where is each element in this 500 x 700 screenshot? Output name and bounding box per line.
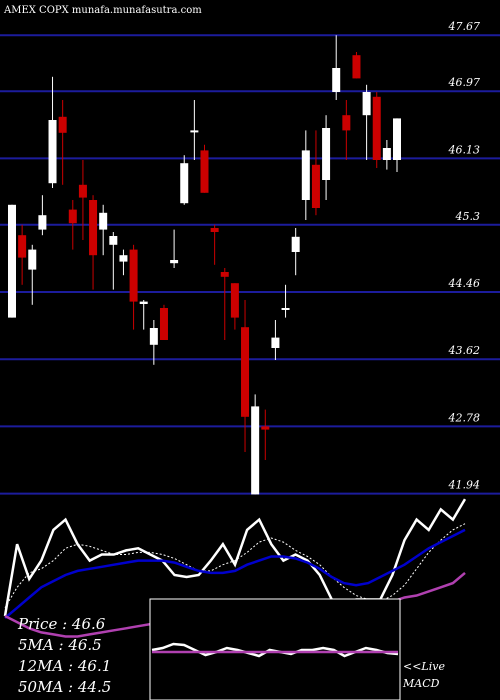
indicator-line (4, 523, 466, 609)
candle-body (149, 328, 158, 345)
candle-body (271, 337, 280, 348)
candle-body (170, 260, 179, 264)
candle-body (210, 228, 219, 232)
candle-body (301, 150, 310, 200)
candle-body (18, 235, 27, 258)
candle-body (99, 212, 108, 230)
candle-body (311, 164, 320, 208)
indicator-line (4, 528, 466, 619)
candle-body (332, 68, 341, 92)
candle-body (129, 249, 138, 302)
candle-body (8, 204, 16, 318)
candle-body (89, 200, 98, 256)
candle-body (251, 406, 260, 495)
candle-body (352, 55, 361, 79)
candle-body (230, 283, 239, 318)
y-tick-label: 41.94 (448, 479, 481, 492)
candle-body (78, 184, 87, 198)
indicator-label: 50MA : 44.5 (18, 678, 111, 696)
y-tick-label: 44.46 (448, 277, 481, 290)
candle-body (261, 426, 270, 430)
candle-body (200, 150, 209, 193)
candle-body (393, 118, 401, 160)
macd-label: MACD (402, 677, 440, 690)
chart-title: AMEX COPX munafa.munafasutra.com (3, 5, 202, 16)
indicator-label: Price : 46.6 (17, 615, 106, 633)
candle-body (281, 308, 290, 310)
y-tick-label: 46.97 (448, 76, 481, 89)
y-tick-label: 42.78 (448, 411, 481, 424)
candle-body (382, 148, 391, 160)
indicator-label: 12MA : 46.1 (18, 657, 111, 675)
candle-body (190, 130, 199, 133)
candle-body (322, 128, 331, 180)
y-tick-label: 46.13 (448, 143, 481, 156)
candle-body (38, 215, 47, 230)
candle-body (362, 92, 371, 116)
candle-body (372, 96, 381, 160)
y-tick-label: 45.3 (455, 210, 481, 223)
candle-body (139, 301, 148, 304)
candle-body (119, 255, 128, 262)
candle-body (159, 308, 168, 340)
candle-body (241, 327, 250, 417)
candle-body (68, 209, 77, 224)
y-tick-label: 47.67 (448, 20, 481, 33)
candle-body (291, 236, 300, 252)
candle-body (180, 163, 189, 204)
candle-body (48, 120, 57, 184)
y-tick-label: 43.62 (448, 344, 481, 357)
candle-body (58, 116, 67, 133)
candle-body (28, 249, 37, 270)
indicator-label: 5MA : 46.5 (18, 636, 102, 654)
candle-body (220, 272, 229, 277)
indicator-line (3, 498, 467, 617)
candle-body (342, 115, 351, 131)
macd-label: <<Live (403, 660, 445, 673)
candle-body (109, 236, 118, 245)
